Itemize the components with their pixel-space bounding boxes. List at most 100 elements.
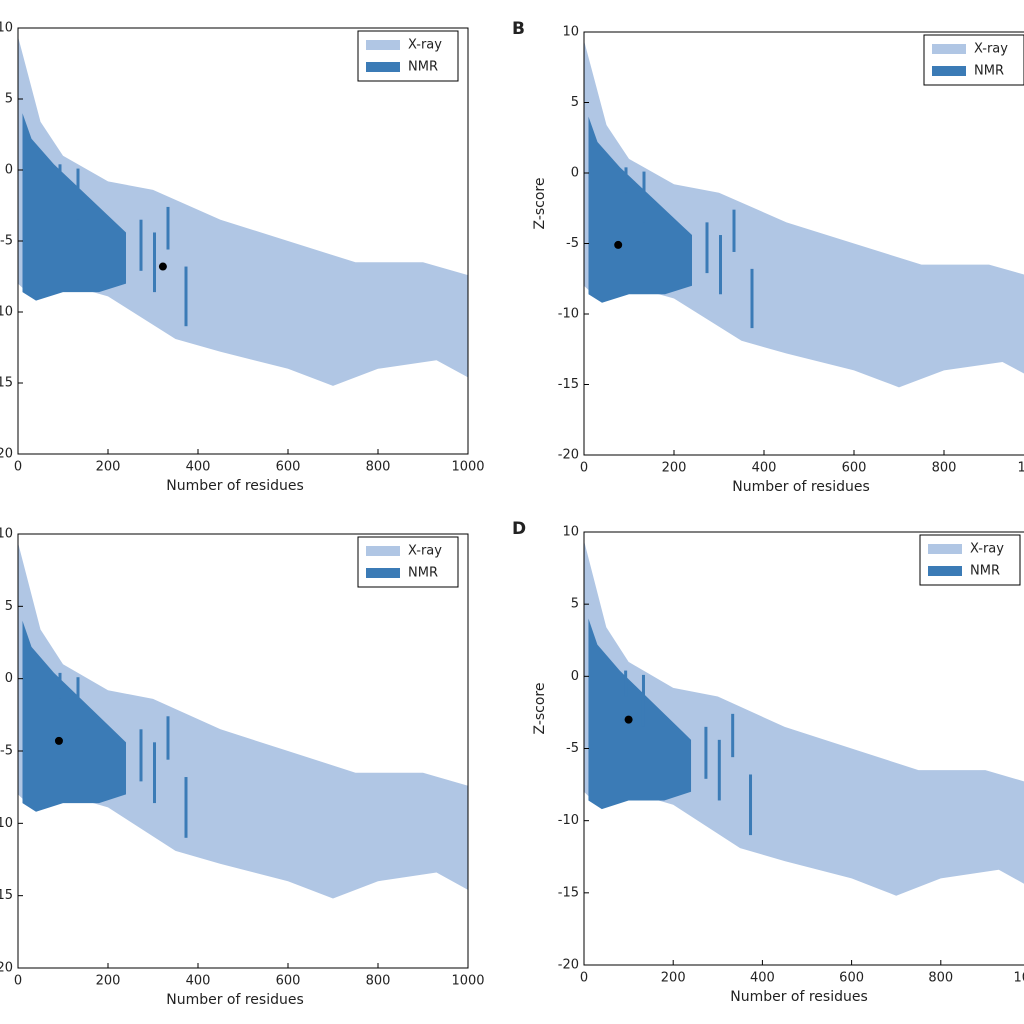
legend-label: NMR: [974, 64, 1004, 79]
y-tick-label: 10: [562, 525, 579, 540]
y-tick-label: -5: [0, 234, 13, 249]
legend-label: X-ray: [408, 38, 442, 53]
legend-swatch: [366, 546, 400, 556]
legend-label: NMR: [408, 566, 438, 581]
x-tick-label: 200: [96, 974, 121, 989]
x-tick-label: 0: [580, 971, 588, 986]
y-axis-label: Z-score: [532, 177, 548, 229]
nmr-streak: [641, 674, 645, 727]
legend-label: X-ray: [408, 544, 442, 559]
y-tick-label: 5: [571, 597, 579, 612]
y-tick-label: 5: [571, 95, 579, 110]
nmr-streak: [166, 716, 170, 760]
x-tick-label: 200: [661, 971, 686, 986]
panel-label: D: [512, 519, 526, 539]
x-axis-label: Number of residues: [166, 992, 304, 1008]
x-tick-label: 1000: [451, 974, 484, 989]
y-tick-label: -20: [558, 448, 579, 463]
nmr-streak: [58, 164, 62, 190]
y-axis-label: Z-score: [532, 682, 548, 734]
x-tick-label: 800: [932, 461, 957, 476]
x-tick-label: 0: [14, 974, 22, 989]
y-tick-label: -15: [558, 885, 579, 900]
query-point: [624, 715, 633, 724]
y-tick-label: -20: [0, 447, 13, 462]
legend-box: [357, 536, 459, 588]
legend-label: X-ray: [970, 542, 1004, 557]
query-point: [614, 240, 623, 249]
y-tick-label: 0: [5, 163, 13, 178]
x-tick-label: 800: [928, 971, 953, 986]
xray-cloud: [584, 40, 1024, 388]
x-tick-label: 400: [186, 974, 211, 989]
nmr-streak: [624, 167, 628, 193]
y-tick-label: -15: [558, 377, 579, 392]
x-tick-label: 1000: [1017, 461, 1024, 476]
legend-swatch: [366, 568, 400, 578]
x-tick-label: 0: [580, 461, 588, 476]
y-tick-label: -20: [558, 958, 579, 973]
nmr-streak: [704, 726, 708, 779]
y-tick-label: -5: [566, 236, 579, 251]
y-tick-label: -20: [0, 961, 13, 976]
nmr-streak: [732, 209, 736, 252]
nmr-streak: [184, 266, 188, 327]
legend-swatch: [932, 66, 966, 76]
nmr-cloud: [22, 620, 126, 812]
nmr-streak: [705, 222, 709, 274]
y-tick-label: 10: [562, 25, 579, 40]
x-axis-label: Number of residues: [732, 479, 870, 495]
nmr-streak: [749, 774, 753, 836]
x-tick-label: 600: [839, 971, 864, 986]
y-tick-label: 10: [0, 21, 13, 36]
x-tick-label: 400: [750, 971, 775, 986]
x-axis-label: Number of residues: [166, 478, 304, 494]
y-tick-label: -10: [558, 307, 579, 322]
x-tick-label: 800: [366, 460, 391, 475]
y-tick-label: -15: [0, 888, 13, 903]
nmr-streak: [184, 777, 188, 838]
y-tick-label: -10: [0, 305, 13, 320]
nmr-cloud: [22, 113, 126, 301]
nmr-cloud: [588, 618, 692, 810]
nmr-streak: [139, 219, 143, 271]
y-tick-label: 5: [5, 92, 13, 107]
x-tick-label: 1000: [451, 460, 484, 475]
nmr-streak: [717, 739, 721, 801]
y-tick-label: 0: [571, 669, 579, 684]
x-tick-label: 600: [842, 461, 867, 476]
y-tick-label: 10: [0, 527, 13, 542]
nmr-streak: [731, 713, 735, 758]
legend-box: [919, 534, 1021, 586]
x-axis-label: Number of residues: [730, 989, 868, 1005]
y-tick-label: -5: [566, 741, 579, 756]
nmr-cloud: [588, 116, 692, 303]
nmr-streak: [166, 206, 170, 250]
nmr-streak: [719, 235, 722, 295]
query-point: [158, 262, 167, 271]
legend-swatch: [928, 566, 962, 576]
x-tick-label: 600: [276, 460, 301, 475]
nmr-streak: [642, 171, 646, 223]
xray-cloud: [18, 36, 468, 386]
legend-label: NMR: [970, 564, 1000, 579]
nmr-streak: [139, 729, 143, 782]
legend-swatch: [928, 544, 962, 554]
nmr-streak: [153, 742, 156, 804]
x-tick-label: 600: [276, 974, 301, 989]
x-tick-label: 200: [662, 461, 687, 476]
legend-swatch: [366, 40, 400, 50]
nmr-streak: [76, 168, 80, 220]
nmr-streak: [58, 672, 62, 699]
panel-label: B: [512, 19, 525, 39]
y-tick-label: 5: [5, 599, 13, 614]
xray-cloud: [584, 540, 1024, 896]
legend-box: [923, 34, 1024, 86]
legend-label: X-ray: [974, 42, 1008, 57]
y-tick-label: -10: [0, 816, 13, 831]
x-tick-label: 0: [14, 460, 22, 475]
nmr-streak: [76, 677, 80, 730]
x-tick-label: 1000: [1013, 971, 1024, 986]
